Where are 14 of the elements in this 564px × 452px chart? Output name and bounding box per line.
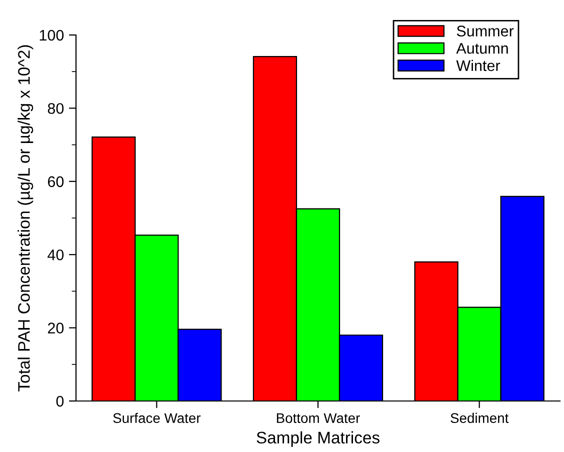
x-tick-label: Surface Water [113, 412, 201, 424]
legend-label: Summer [456, 26, 514, 36]
y-tick-label: 0 [56, 396, 64, 407]
legend-label: Winter [456, 60, 500, 72]
y-tick-label: 80 [48, 103, 64, 114]
y-tick-label: 20 [48, 322, 64, 334]
legend-label: Autumn [456, 43, 508, 54]
y-axis-title: Total PAH Concentration (µg/L or µg/kg x 10^2) [18, 45, 34, 392]
y-tick-label: 40 [48, 249, 64, 260]
x-tick-label: Sediment [450, 412, 509, 424]
y-tick-label: 100 [40, 30, 64, 41]
y-tick-label: 60 [48, 176, 64, 188]
x-tick-label: Bottom Water [276, 413, 360, 424]
x-axis-title: Sample Matrices [256, 431, 380, 447]
